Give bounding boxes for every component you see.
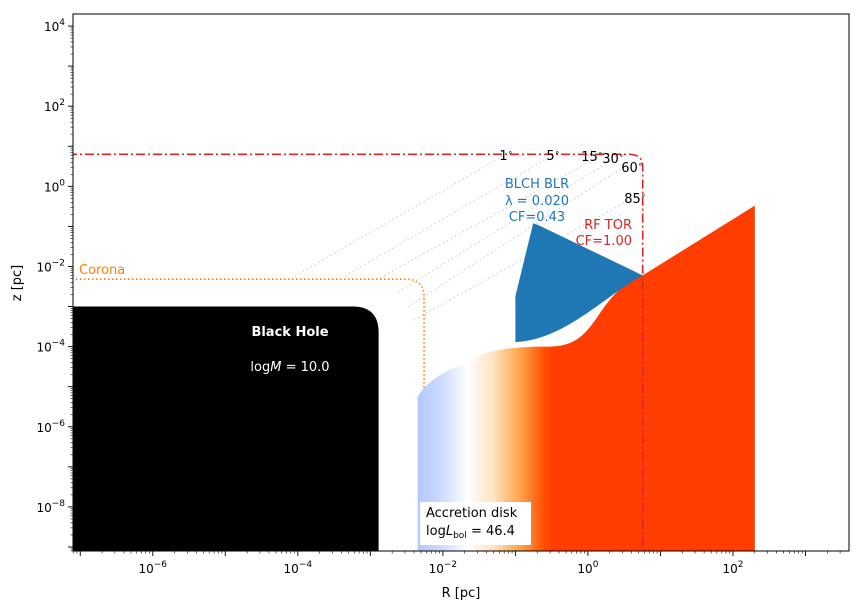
x-tick-label: 10−6 xyxy=(138,560,167,576)
corona-label: Corona xyxy=(79,263,125,278)
black-hole-mass-value: = 10.0 xyxy=(281,360,329,375)
accretion-disk-label-box xyxy=(420,502,531,545)
disk-lum-sub: bol xyxy=(453,531,467,541)
x-tick-label: 100 xyxy=(577,560,598,576)
x-axis-title: R [pc] xyxy=(442,586,481,601)
y-tick-label: 102 xyxy=(44,98,65,114)
sightline xyxy=(407,163,629,308)
black-hole-mass-var: M xyxy=(270,360,281,375)
accretion-disk-inner xyxy=(417,346,550,551)
y-tick-label: 100 xyxy=(44,178,65,194)
accretion-disk-luminosity-label: logLbol = 46.4 xyxy=(426,524,515,541)
blr-region xyxy=(515,223,643,343)
sightline-angle-label: 15∘ xyxy=(581,149,603,165)
corona-boundary xyxy=(73,278,425,551)
accretion-disk-outer xyxy=(550,205,755,551)
x-tick-label: 10−4 xyxy=(284,560,313,576)
y-tick-label: 10−8 xyxy=(36,499,65,515)
sightline-angle-label: 85∘ xyxy=(624,191,646,207)
y-tick-label: 104 xyxy=(44,18,65,34)
accretion-disk-label: Accretion disk xyxy=(426,506,518,521)
black-hole-mass-prefix: log xyxy=(250,360,270,375)
x-tick-label: 102 xyxy=(722,560,743,576)
torus-cf-label: CF=1.00 xyxy=(576,234,632,249)
y-tick-label: 10−6 xyxy=(36,419,65,435)
sightline-angle-label: 30∘ xyxy=(602,151,624,167)
black-hole-region xyxy=(73,306,379,551)
x-tick-label: 10−2 xyxy=(429,560,458,576)
black-hole-label: Black Hole xyxy=(251,325,328,340)
blr-label: BLCH BLR xyxy=(505,177,569,192)
blr-lambda-label: λ = 0.020 xyxy=(505,194,569,209)
sightline-angle-label: 60∘ xyxy=(621,160,643,176)
sightline xyxy=(379,155,601,279)
y-tick-label: 10−2 xyxy=(36,258,65,274)
blr-cf-label: CF=0.43 xyxy=(509,210,565,225)
sightline-angle-labels: 1∘ 5∘ 15∘ 30∘60∘ 85∘ xyxy=(499,148,645,207)
sightline-angle-label: 5∘ xyxy=(546,148,559,164)
torus-boundary xyxy=(73,153,644,551)
sightline xyxy=(397,157,616,293)
disk-lum-value: = 46.4 xyxy=(467,524,515,539)
sightline-angle-label: 1∘ xyxy=(499,148,512,164)
disk-lum-prefix: log xyxy=(426,524,446,539)
y-axis-title: z [pc] xyxy=(10,265,25,302)
sightline xyxy=(294,151,511,277)
plot-area xyxy=(73,151,755,551)
black-hole-mass-label: logM = 10.0 xyxy=(250,360,329,375)
ticks: 10−6 10−4 10−2 100 102 10−8 10−6 10−4 10−2 100 102… xyxy=(36,18,841,576)
disk-lum-var: L xyxy=(446,524,453,539)
y-tick-label: 10−4 xyxy=(36,339,65,355)
torus-label: RF TOR xyxy=(584,218,632,233)
